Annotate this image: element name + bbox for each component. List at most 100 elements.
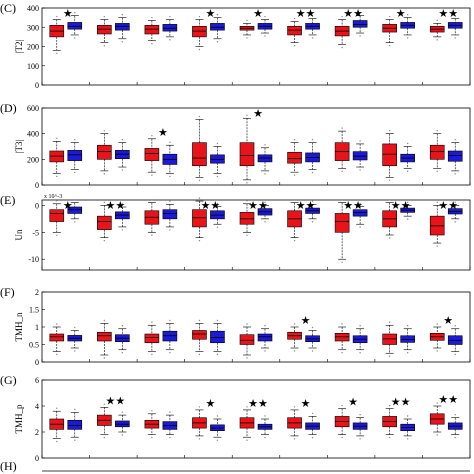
outlier-point	[454, 201, 456, 204]
box-series-b	[257, 144, 273, 175]
outlier-point	[74, 221, 76, 223]
box-iqr	[162, 24, 178, 32]
box-series-b	[257, 15, 273, 37]
box-series-b	[210, 13, 225, 43]
box-series-b	[67, 326, 83, 352]
box-series-a	[192, 319, 207, 356]
box-series-b	[447, 201, 463, 223]
significance-star: ★★	[343, 199, 363, 212]
outlier-point	[436, 350, 438, 352]
outlier-point	[74, 12, 76, 14]
outlier-point	[406, 201, 409, 204]
box-series-b	[352, 202, 368, 228]
outlier-point	[341, 261, 343, 263]
y-tick-label: 0	[35, 201, 39, 210]
outlier-point	[246, 406, 248, 408]
box-series-a	[334, 198, 350, 263]
outlier-point	[74, 350, 76, 352]
box-series-b	[67, 198, 83, 223]
outlier-point	[311, 37, 314, 39]
outlier-point	[293, 138, 296, 141]
outlier-point	[406, 170, 409, 173]
panel-4: (F) 0 0.5 1 1.5 2 TMH_n ★ ★	[0, 285, 471, 367]
box-series-a	[192, 406, 207, 440]
box-series-a	[49, 323, 65, 356]
outlier-point	[216, 175, 219, 178]
outlier-point	[293, 438, 296, 440]
outlier-point	[406, 13, 409, 16]
box-series-b	[400, 201, 415, 220]
box-series-a	[239, 406, 255, 441]
outlier-point	[293, 198, 296, 201]
box-series-a	[287, 138, 302, 176]
outlier-point	[246, 37, 248, 39]
outlier-point	[388, 198, 391, 201]
box-series-a	[49, 137, 65, 178]
box-series-b	[210, 319, 225, 356]
box-series-a	[287, 198, 302, 242]
outlier-point	[359, 325, 361, 327]
outlier-point	[169, 39, 171, 41]
significance-star: ★★	[296, 7, 316, 20]
outlier-point	[264, 350, 266, 352]
outlier-point	[454, 37, 456, 39]
box-iqr	[97, 25, 112, 35]
outlier-point	[169, 200, 171, 203]
outlier-point	[121, 325, 124, 327]
box-iqr	[192, 142, 207, 167]
box-series-a	[192, 115, 207, 181]
outlier-point	[246, 323, 248, 325]
outlier-point	[151, 16, 153, 19]
box-series-a	[429, 323, 445, 352]
outlier-point	[216, 41, 219, 43]
box-series-a	[239, 114, 255, 184]
box-iqr	[67, 206, 83, 214]
panel-letter: (C)	[0, 1, 16, 15]
outlier-point	[246, 114, 248, 116]
outlier-point	[359, 140, 361, 142]
outlier-point	[436, 170, 438, 173]
outlier-point	[341, 404, 343, 407]
box-iqr	[144, 148, 160, 161]
outlier-point	[264, 201, 266, 204]
box-series-a	[334, 127, 350, 173]
box-series-a	[192, 15, 207, 51]
outlier-point	[436, 201, 438, 204]
outlier-point	[198, 319, 201, 322]
box-series-b	[162, 319, 178, 354]
outlier-point	[216, 439, 219, 441]
outlier-point	[264, 35, 266, 37]
box-series-b	[400, 13, 415, 39]
y-axis-label: |T2|	[14, 40, 24, 54]
outlier-point	[169, 229, 171, 231]
outlier-point	[406, 218, 409, 220]
outlier-point	[454, 221, 456, 223]
box-series-b	[352, 12, 368, 37]
significance-star: ★★	[391, 199, 411, 212]
box-iqr	[144, 25, 160, 35]
y-tick-label: 400	[27, 130, 39, 139]
box-iqr	[192, 209, 207, 228]
box-series-b	[305, 138, 320, 174]
box-series-b	[257, 415, 273, 439]
y-tick-label: 0	[35, 81, 39, 90]
outlier-point	[121, 169, 124, 171]
significance-star: ★★	[248, 397, 268, 410]
box-series-a	[334, 404, 350, 439]
box-series-b	[305, 412, 320, 439]
box-iqr	[115, 23, 130, 31]
box-series-b	[115, 13, 130, 43]
outlier-point	[246, 19, 248, 22]
box-series-b	[210, 142, 225, 178]
outlier-point	[169, 15, 171, 18]
box-series-a	[192, 197, 207, 242]
significance-star: ★	[206, 397, 216, 410]
outlier-point	[406, 438, 409, 440]
box-series-b	[115, 203, 130, 231]
outlier-point	[311, 412, 314, 415]
box-iqr	[400, 335, 415, 343]
outlier-point	[103, 44, 106, 47]
outlier-point	[103, 15, 106, 18]
box-series-b	[162, 15, 178, 41]
box-series-a	[382, 404, 397, 439]
